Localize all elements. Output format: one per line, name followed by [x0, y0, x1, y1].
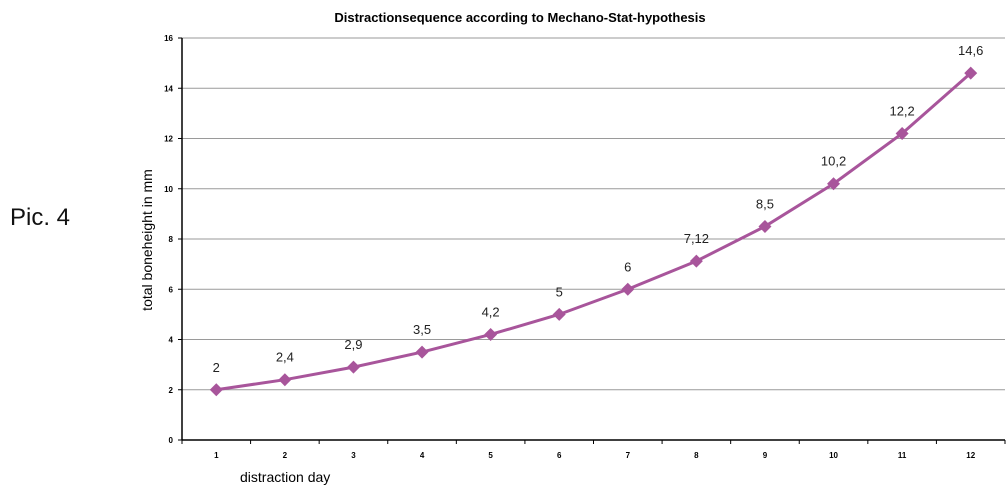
- x-tick-label: 7: [626, 451, 631, 460]
- x-tick-label: 9: [763, 451, 768, 460]
- x-tick-labels: 1 2 3 4 5 6 7 8 9 10 11 12: [214, 451, 976, 460]
- data-point: [415, 345, 429, 359]
- data-label: 14,6: [958, 43, 983, 58]
- y-tick-label: 10: [164, 185, 173, 194]
- data-point: [346, 360, 360, 374]
- data-point: [758, 219, 772, 233]
- y-tick-label: 4: [169, 336, 174, 345]
- series-line: [216, 72, 972, 392]
- figure-label: Pic. 4: [10, 204, 71, 231]
- y-tick-label: 16: [164, 34, 173, 43]
- x-tick-label: 12: [966, 451, 975, 460]
- data-point: [621, 282, 635, 296]
- x-tick-label: 10: [829, 451, 838, 460]
- data-point: [484, 327, 498, 341]
- x-tick-label: 2: [283, 451, 288, 460]
- data-label: 2: [213, 360, 220, 375]
- y-tick-label: 14: [164, 84, 173, 93]
- axes: [178, 37, 1006, 444]
- data-point: [895, 126, 909, 140]
- y-tick-labels: 0 2 4 6 8 10 12 14 16: [164, 34, 173, 445]
- data-point: [209, 383, 223, 397]
- data-point: [827, 177, 841, 191]
- y-tick-label: 12: [164, 135, 173, 144]
- x-tick-label: 11: [898, 451, 907, 460]
- x-tick-label: 4: [420, 451, 425, 460]
- y-axis-label: total boneheight in mm: [139, 169, 155, 311]
- data-label: 2,4: [276, 350, 294, 365]
- x-axis-label: distraction day: [240, 469, 330, 485]
- x-tick-label: 5: [488, 451, 493, 460]
- x-tick-label: 1: [214, 451, 219, 460]
- x-tick-label: 6: [557, 451, 562, 460]
- chart-title: Distractionsequence according to Mechano…: [334, 10, 705, 25]
- data-label: 10,2: [821, 154, 846, 169]
- data-label: 5: [556, 284, 563, 299]
- y-tick-label: 6: [169, 285, 174, 294]
- y-tick-label: 0: [169, 436, 174, 445]
- x-tick-label: 8: [694, 451, 699, 460]
- data-label: 6: [624, 259, 631, 274]
- gridlines: [182, 37, 1005, 391]
- data-label: 3,5: [413, 322, 431, 337]
- data-markers: [209, 66, 978, 397]
- data-label: 4,2: [482, 304, 500, 319]
- data-point: [689, 254, 703, 268]
- data-point: [964, 66, 978, 80]
- y-tick-label: 2: [169, 386, 174, 395]
- data-label: 12,2: [889, 103, 914, 118]
- data-point: [552, 307, 566, 321]
- data-point: [278, 373, 292, 387]
- data-label: 2,9: [344, 337, 362, 352]
- data-label: 7,12: [684, 231, 709, 246]
- data-labels: 2 2,4 2,9 3,5 4,2 5 6 7,12 8,5 10,2 12,2 14,6: [213, 43, 984, 375]
- data-label: 8,5: [756, 196, 774, 211]
- y-tick-label: 8: [169, 235, 174, 244]
- x-tick-label: 3: [351, 451, 356, 460]
